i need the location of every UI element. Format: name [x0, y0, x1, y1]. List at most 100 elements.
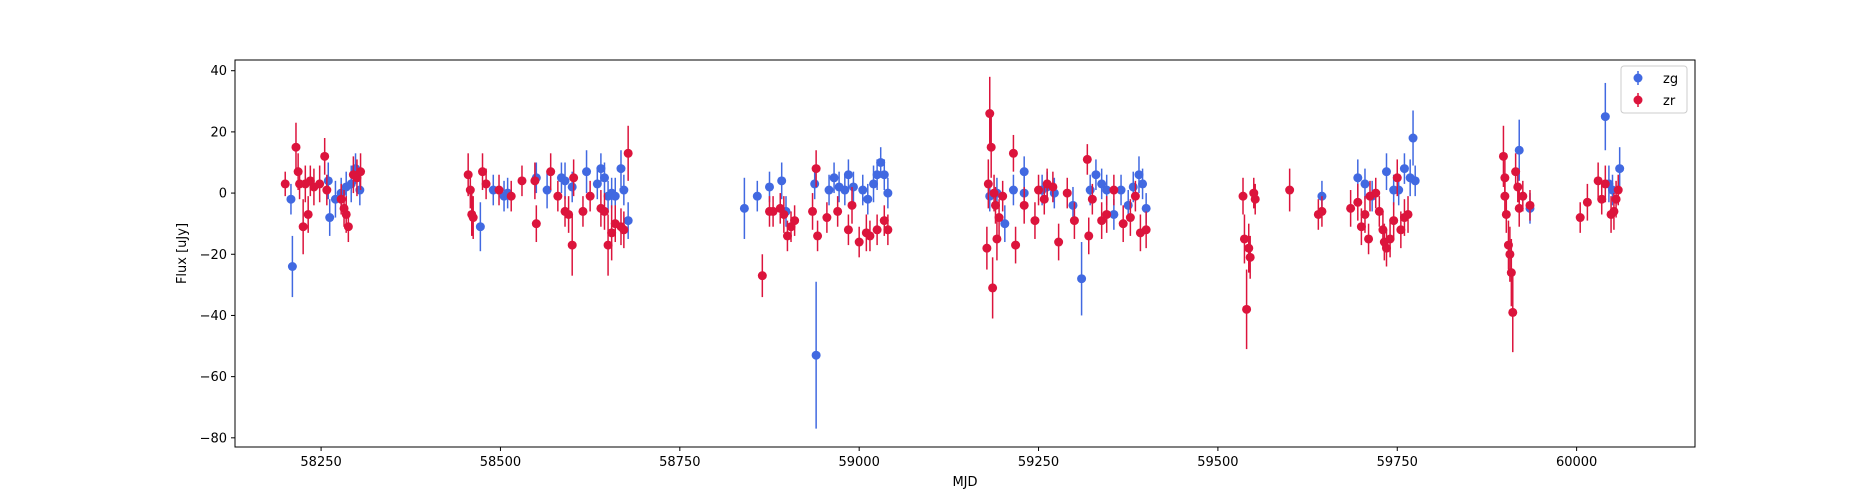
data-point-zr: [843, 225, 853, 235]
y-tick: 20: [210, 125, 235, 140]
series-layer: [280, 76, 1625, 429]
data-point-zg: [1394, 185, 1404, 195]
data-point-zg: [811, 350, 821, 360]
data-point-zr: [879, 216, 889, 226]
data-point-zr: [530, 176, 540, 186]
data-point-zr: [1525, 200, 1535, 210]
data-point-zr: [1378, 225, 1388, 235]
data-point-zg: [1128, 182, 1138, 192]
data-point-zr: [1285, 185, 1295, 195]
x-tick: 58250: [300, 447, 342, 470]
data-point-zr: [607, 228, 617, 238]
data-point-zg: [843, 170, 853, 180]
x-tick: 59750: [1377, 447, 1418, 470]
x-axis: 58250 58500 58750 59000 59250 59500 59750 60000: [300, 447, 1597, 470]
data-point-zr: [341, 209, 351, 219]
data-point-zr: [790, 216, 800, 226]
legend-entry-zr: zr: [1633, 93, 1676, 109]
data-point-zr: [1346, 203, 1356, 213]
data-point-zr: [992, 234, 1002, 244]
data-point-zr: [506, 191, 516, 201]
data-point-zr: [619, 225, 629, 235]
data-point-zg: [1085, 185, 1095, 195]
data-point-zg: [1410, 176, 1420, 186]
data-point-zr: [1396, 225, 1406, 235]
data-point-zg: [287, 262, 297, 272]
x-tick: 59250: [1018, 447, 1059, 470]
x-tick-label: 59500: [1197, 455, 1238, 470]
data-point-zr: [1030, 216, 1040, 226]
data-point-zg: [1353, 173, 1363, 183]
data-point-zr: [1498, 151, 1508, 161]
data-point-zr: [833, 206, 843, 216]
legend-entry-zg: zg: [1633, 71, 1678, 87]
data-point-zg: [616, 164, 626, 174]
data-point-zg: [610, 191, 620, 201]
data-point-zg: [567, 182, 577, 192]
x-tick-label: 59750: [1377, 455, 1418, 470]
data-point-zg: [1360, 179, 1370, 189]
data-point-zg: [858, 185, 868, 195]
data-point-zr: [546, 167, 556, 177]
data-point-zr: [1054, 237, 1064, 247]
data-point-zr: [872, 225, 882, 235]
data-point-zr: [1239, 234, 1249, 244]
data-point-zr: [1371, 188, 1381, 198]
y-tick-label: 40: [210, 64, 227, 79]
x-axis-label: MJD: [952, 475, 977, 490]
data-point-zr: [298, 222, 308, 232]
data-point-zr: [343, 222, 353, 232]
data-point-zr: [1034, 185, 1044, 195]
x-tick: 58750: [659, 447, 700, 470]
y-tick-label: −80: [200, 431, 227, 446]
data-point-zg: [829, 173, 839, 183]
data-point-zr: [1600, 179, 1610, 189]
data-point-zr: [1501, 209, 1511, 219]
data-point-zr: [998, 191, 1008, 201]
data-point-zr: [1019, 200, 1029, 210]
data-point-zr: [1242, 304, 1252, 314]
data-point-zr: [578, 206, 588, 216]
x-tick-label: 60000: [1556, 455, 1597, 470]
data-point-zr: [1250, 194, 1260, 204]
data-point-zr: [1245, 252, 1255, 262]
data-point-zr: [1508, 307, 1518, 317]
data-point-zr: [779, 209, 789, 219]
x-tick-label: 59000: [838, 455, 879, 470]
data-point-zr: [1514, 203, 1524, 213]
data-point-zr: [988, 283, 998, 293]
data-point-zr: [1141, 225, 1151, 235]
data-point-zg: [883, 188, 893, 198]
data-point-zr: [1511, 167, 1521, 177]
legend: zg zr: [1620, 65, 1688, 114]
data-point-zr: [564, 209, 574, 219]
y-tick-label: −60: [200, 370, 227, 385]
data-point-zr: [1389, 216, 1399, 226]
data-point-zr: [811, 164, 821, 174]
data-point-zg: [1008, 185, 1018, 195]
data-point-zr: [603, 240, 613, 250]
data-point-zr: [1582, 197, 1592, 207]
data-point-zg: [1138, 179, 1148, 189]
data-point-zg: [623, 216, 633, 226]
data-point-zg: [863, 194, 873, 204]
data-point-zg: [1615, 164, 1625, 174]
data-point-zr: [813, 231, 823, 241]
data-point-zg: [1000, 219, 1010, 229]
legend-marker-zg: [1633, 73, 1643, 83]
data-point-zg: [1514, 145, 1524, 155]
data-point-zg: [1109, 209, 1119, 219]
data-point-zg: [1600, 112, 1610, 122]
data-point-zr: [1385, 234, 1395, 244]
data-point-zr: [1611, 194, 1621, 204]
data-point-zg: [596, 164, 606, 174]
data-point-zr: [1244, 243, 1254, 253]
data-point-zr: [847, 200, 857, 210]
y-tick: 40: [210, 64, 235, 79]
data-point-zr: [985, 109, 995, 119]
data-point-zr: [320, 151, 330, 161]
data-point-zr: [994, 213, 1004, 223]
data-point-zg: [1097, 179, 1107, 189]
data-point-zg: [777, 176, 787, 186]
